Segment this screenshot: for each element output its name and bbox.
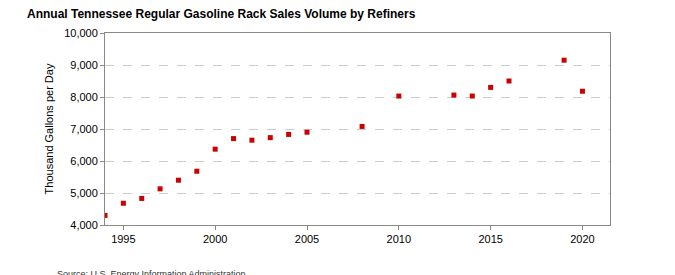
svg-text:2000: 2000 — [203, 233, 227, 245]
svg-text:2020: 2020 — [570, 233, 594, 245]
svg-text:2010: 2010 — [387, 233, 411, 245]
svg-text:6,000: 6,000 — [70, 155, 98, 167]
svg-text:5,000: 5,000 — [70, 187, 98, 199]
svg-text:Thousand Gallons per Day: Thousand Gallons per Day — [43, 63, 55, 194]
svg-text:1995: 1995 — [111, 233, 135, 245]
svg-text:2005: 2005 — [295, 233, 319, 245]
svg-text:2015: 2015 — [478, 233, 502, 245]
svg-text:Annual Tennessee Regular Gasol: Annual Tennessee Regular Gasoline Rack S… — [27, 7, 416, 21]
svg-text:7,000: 7,000 — [70, 123, 98, 135]
svg-text:4,000: 4,000 — [70, 219, 98, 231]
svg-text:10,000: 10,000 — [64, 27, 98, 39]
svg-text:8,000: 8,000 — [70, 91, 98, 103]
svg-text:Source: U.S. Energy Informatio: Source: U.S. Energy Information Administ… — [57, 269, 246, 275]
svg-text:9,000: 9,000 — [70, 59, 98, 71]
